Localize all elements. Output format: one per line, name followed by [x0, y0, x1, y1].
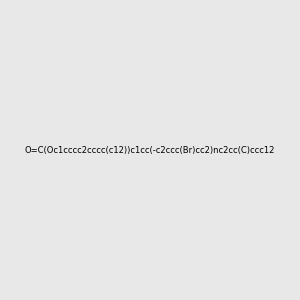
- Text: O=C(Oc1cccc2cccc(c12))c1cc(-c2ccc(Br)cc2)nc2cc(C)ccc12: O=C(Oc1cccc2cccc(c12))c1cc(-c2ccc(Br)cc2…: [25, 146, 275, 154]
